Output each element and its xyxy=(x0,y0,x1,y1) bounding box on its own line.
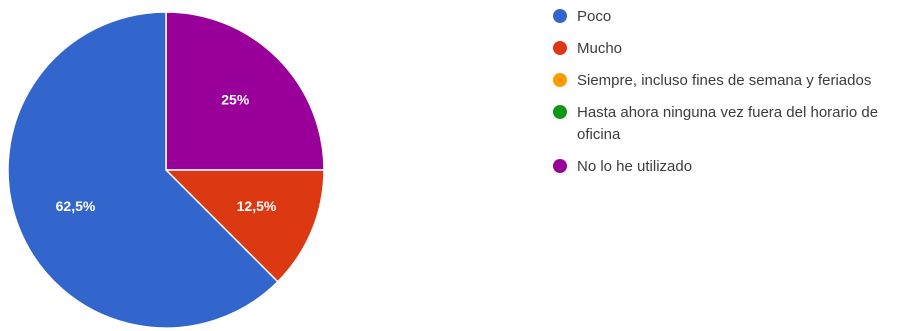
pie-slice-value-label: 12,5% xyxy=(237,198,277,214)
legend-swatch-icon xyxy=(553,73,567,87)
legend-label: Hasta ahora ninguna vez fuera del horari… xyxy=(577,104,879,143)
pie-slice-labels: 25% 12,5% 62,5% xyxy=(56,91,277,214)
legend-swatch-icon xyxy=(553,105,567,119)
legend-item: Mucho xyxy=(553,38,915,60)
pie-slice-poco xyxy=(7,11,279,329)
pie-chart-plot: 25% 12,5% 62,5% xyxy=(7,11,325,329)
legend-label: Poco xyxy=(577,8,612,25)
legend-item: Hasta ahora ninguna vez fuera del horari… xyxy=(553,102,915,146)
pie-slice-no-lo-he xyxy=(165,11,325,171)
legend-label: Mucho xyxy=(577,40,623,57)
legend-label: Siempre, incluso fines de semana y feria… xyxy=(577,72,872,89)
legend-label: No lo he utilizado xyxy=(577,158,693,175)
legend-swatch-icon xyxy=(553,9,567,23)
legend-item: Poco xyxy=(553,6,915,28)
pie-slice-value-label: 25% xyxy=(221,91,250,107)
legend-item: No lo he utilizado xyxy=(553,156,915,178)
legend-swatch-icon xyxy=(553,159,567,173)
legend-item: Siempre, incluso fines de semana y feria… xyxy=(553,70,915,92)
pie-slice-value-label: 62,5% xyxy=(56,198,96,214)
pie-slice-mucho xyxy=(164,169,325,283)
legend-swatch-icon xyxy=(553,41,567,55)
pie-slices xyxy=(7,11,325,329)
chart-legend: Poco Mucho Siempre, incluso fines de seman… xyxy=(553,6,915,188)
